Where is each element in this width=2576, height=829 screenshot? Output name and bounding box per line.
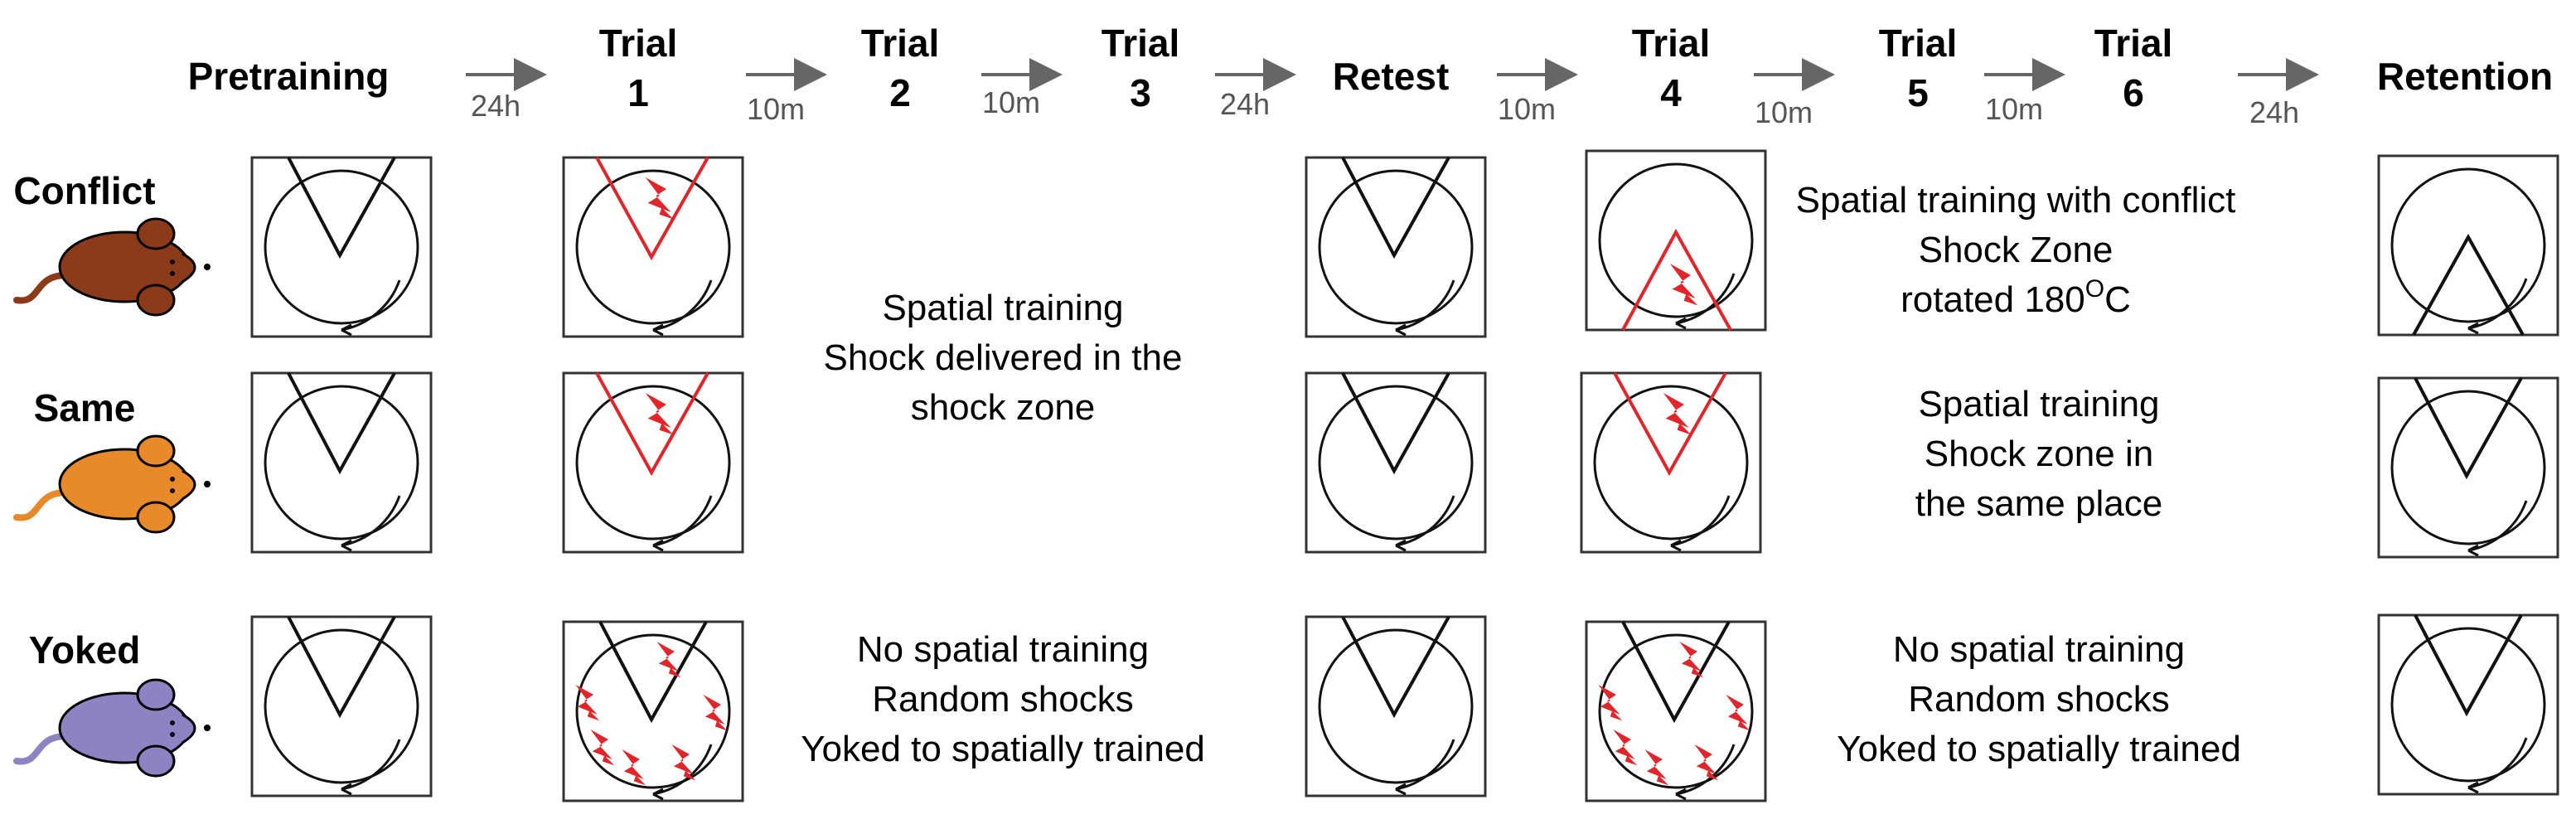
stage-trial2-label: Trial <box>861 22 940 65</box>
stage-trial5-label: Trial <box>1879 22 1958 65</box>
arena-plain-icon <box>252 617 431 796</box>
phase2-text-line1: Spatial training <box>1918 384 2159 424</box>
interval-label: 10m <box>1755 95 1813 129</box>
stage-retention: Retention <box>2377 55 2553 98</box>
group-label: Yoked <box>29 628 141 671</box>
group-row-same: Same Spatial training Shock zone in the … <box>17 373 2558 557</box>
phase1-text-line1: Spatial training <box>882 288 1123 328</box>
arena-plain-icon <box>1306 158 1485 337</box>
phase2-text-line3: rotated 180OC <box>1901 275 2131 320</box>
phase1-text-line3: Yoked to spatially trained <box>801 729 1205 769</box>
interval-label: 24h <box>1220 87 1270 121</box>
interval-label: 10m <box>1498 92 1556 126</box>
mouse-icon <box>17 680 211 776</box>
stage-trial1-label: Trial <box>599 22 678 65</box>
mouse-icon <box>17 219 211 315</box>
interval-label: 10m <box>1985 92 2043 126</box>
arena-shock-zone-icon <box>564 158 743 337</box>
arena-random-shocks-icon <box>564 622 743 801</box>
phase1-text-line3: shock zone <box>911 387 1096 428</box>
interval-label: 24h <box>2249 95 2299 129</box>
stage-trial2-number: 2 <box>889 71 911 114</box>
group-row-yoked: Yoked No spatial training Random shocks … <box>17 615 2558 801</box>
stage-trial1-number: 1 <box>627 71 649 114</box>
phase1-text-spatial: Spatial training Shock delivered in the … <box>824 288 1183 428</box>
arena-plain-icon <box>252 373 431 552</box>
arena-plain-rotated-icon <box>2379 156 2558 335</box>
phase2-text-line2: Shock zone in <box>1925 434 2153 474</box>
arena-plain-icon <box>2379 378 2558 557</box>
arena-shock-zone-icon <box>564 373 743 552</box>
arena-plain-icon <box>1306 373 1485 552</box>
group-label: Same <box>34 386 136 429</box>
stage-trial4-number: 4 <box>1660 71 1682 114</box>
stage-trial6-label: Trial <box>2094 22 2173 65</box>
phase1-text-line1: No spatial training <box>857 629 1149 670</box>
interval-label: 10m <box>747 92 805 126</box>
phase2-text-line3: the same place <box>1915 483 2162 524</box>
timeline-header: Pretraining Trial 1 Trial 2 Trial 3 Rete… <box>188 22 2553 114</box>
stage-trial5-number: 5 <box>1907 71 1929 114</box>
stage-trial6-number: 6 <box>2123 71 2144 114</box>
arena-plain-icon <box>1306 617 1485 796</box>
arena-plain-icon <box>2379 615 2558 794</box>
stage-pretraining: Pretraining <box>188 55 390 98</box>
stage-trial3-number: 3 <box>1130 71 1151 114</box>
arena-shock-zone-rotated-icon <box>1586 151 1765 330</box>
phase1-text-line2: Random shocks <box>872 679 1133 720</box>
stage-trial3-label: Trial <box>1102 22 1180 65</box>
phase2-text-line3: Yoked to spatially trained <box>1837 729 2241 769</box>
phase1-text-line2: Shock delivered in the <box>824 337 1183 378</box>
phase2-text-line1: No spatial training <box>1893 629 2185 670</box>
mouse-icon <box>17 436 211 532</box>
interval-label: 10m <box>982 85 1040 119</box>
arena-plain-icon <box>252 158 431 337</box>
phase2-text-line1: Spatial training with conflict <box>1796 180 2236 221</box>
arena-shock-zone-icon <box>1581 373 1760 552</box>
group-label: Conflict <box>13 169 155 212</box>
interval-label: 24h <box>471 89 521 123</box>
arena-random-shocks-icon <box>1586 622 1765 801</box>
stage-trial4-label: Trial <box>1632 22 1711 65</box>
phase2-text-line2: Random shocks <box>1908 679 2169 720</box>
stage-retest: Retest <box>1333 55 1450 98</box>
phase2-text-line2: Shock Zone <box>1919 230 2114 270</box>
group-row-conflict: Conflict Spatial training with conflict … <box>13 151 2558 337</box>
